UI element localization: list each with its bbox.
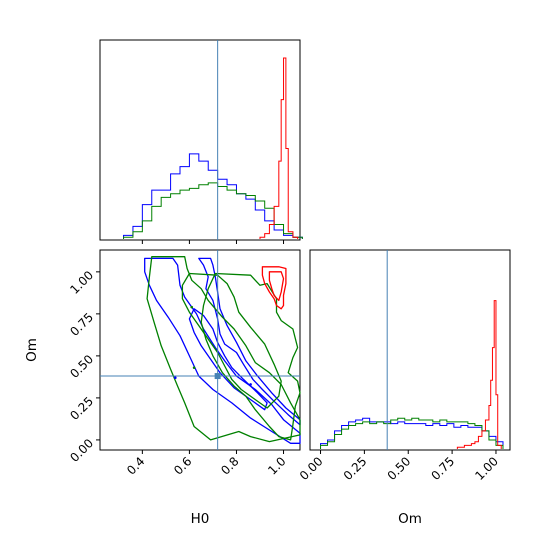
contour-line-6 xyxy=(200,272,301,441)
h0-histograms xyxy=(123,40,303,240)
om-histogram-series-1 xyxy=(320,417,504,449)
om-histograms xyxy=(320,250,504,450)
om-y-tick-label-3: 0.50 xyxy=(67,352,96,381)
om-x-tick-label-1: 0.00 xyxy=(297,454,326,483)
om-x-tick-label-3: 0.50 xyxy=(385,454,414,483)
om-histogram-series-3 xyxy=(456,300,502,449)
contour-line-7 xyxy=(261,266,287,310)
om-histogram-series-2 xyxy=(320,417,504,449)
h0-x-tick-label-4: 1.0 xyxy=(265,454,288,477)
h0-histogram-series-3 xyxy=(259,57,299,239)
h0-x-tick-label-2: 0.6 xyxy=(171,454,194,477)
contour-line-4 xyxy=(146,256,301,443)
contour-dot-1 xyxy=(173,376,177,380)
om-y-tick-label-4: 0.75 xyxy=(67,310,96,339)
om-x-tick-label-5: 1.00 xyxy=(472,454,501,483)
x-axis-label-om: Om xyxy=(398,511,422,527)
om-y-tick-label-2: 0.25 xyxy=(67,394,96,423)
om-x-tick-label-2: 0.25 xyxy=(341,454,370,483)
truth-marker xyxy=(214,373,221,380)
contour-line-3 xyxy=(198,257,301,426)
om-marginal-panel xyxy=(309,249,511,451)
h0-marginal-panel xyxy=(99,39,301,241)
axis-ticks: 0.4 0.6 0.8 1.0 0.00 0.25 0.50 0.75 1.00 0.00 0.25… xyxy=(67,240,501,483)
contour-dot-4 xyxy=(249,383,252,386)
om-y-tick-label-1: 0.00 xyxy=(67,436,96,465)
om-x-tick-label-4: 0.75 xyxy=(428,454,457,483)
h0-om-contours xyxy=(100,250,301,450)
h0-x-tick-label-3: 0.8 xyxy=(218,454,241,477)
om-y-tick-label-5: 1.00 xyxy=(67,268,96,297)
contour-line-2 xyxy=(188,308,268,411)
contour-line-8 xyxy=(268,271,285,302)
contour-dot-3 xyxy=(190,305,194,309)
contour-line-1 xyxy=(144,257,301,444)
y-axis-label-om: Om xyxy=(24,338,40,362)
x-axis-label-h0: H0 xyxy=(191,511,210,527)
contour-line-5 xyxy=(181,272,282,409)
h0-histogram-series-1 xyxy=(123,153,303,239)
h0-x-tick-label-1: 0.4 xyxy=(124,454,147,477)
contour-dot-2 xyxy=(192,366,196,369)
h0-histogram-series-2 xyxy=(123,182,303,239)
contour-panel xyxy=(99,249,301,451)
